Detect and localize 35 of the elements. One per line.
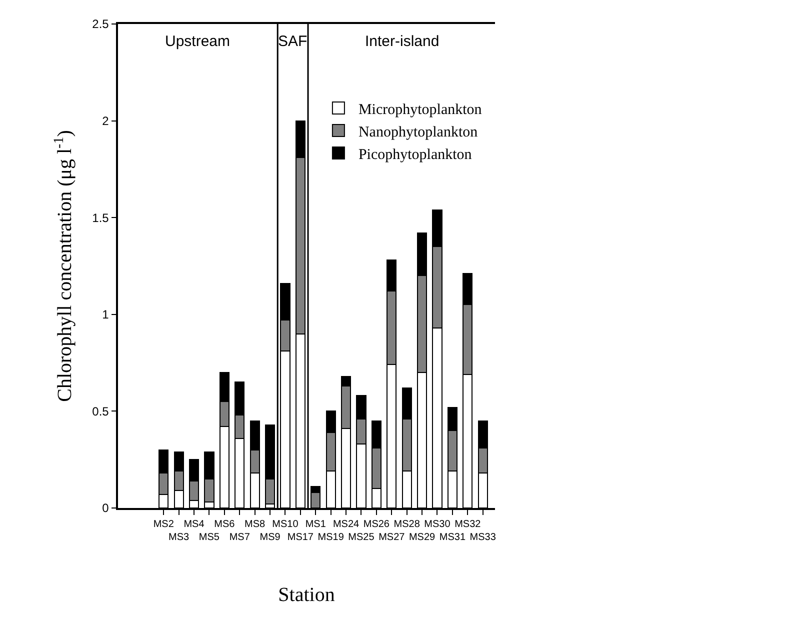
- annotation: SAF: [278, 33, 308, 50]
- y-tick-label: 0: [102, 501, 110, 516]
- x-tick-label: MS29: [408, 532, 436, 543]
- x-tick-label: MS26: [363, 518, 390, 530]
- x-tick-label: MS1: [305, 518, 326, 530]
- x-tick-label: MS25: [348, 532, 375, 543]
- x-tick-label: MS7: [229, 532, 250, 543]
- y-tick-label: 2: [102, 114, 110, 128]
- x-tick-label: MS30: [424, 518, 451, 530]
- x-tick-label: MS28: [394, 518, 420, 530]
- x-tick-label: MS27: [378, 532, 406, 543]
- x-tick-label: MS32: [454, 518, 482, 530]
- x-tick-label: MS31: [439, 532, 466, 543]
- x-tick-label: MS10: [272, 518, 299, 530]
- y-tick-label: 0.5: [92, 404, 110, 418]
- x-tick-label: MS17: [287, 532, 314, 543]
- x-tick-label: MS3: [168, 532, 190, 543]
- annotation: Upstream: [165, 33, 230, 50]
- annotation: Inter-island: [365, 33, 440, 50]
- x-tick-label: MS2: [153, 518, 174, 530]
- x-axis-title: Station: [278, 584, 335, 606]
- x-tick-label: MS24: [332, 518, 360, 530]
- y-tick-label: 2.5: [92, 17, 110, 32]
- x-tick-label: MS4: [184, 518, 205, 530]
- x-tick-label: MS5: [198, 532, 220, 543]
- legend-label: Picophytoplankton: [358, 146, 472, 163]
- x-tick-label: MS19: [318, 532, 344, 543]
- legend-label: Microphytoplankton: [358, 102, 482, 118]
- legend-label: Nanophytoplankton: [358, 124, 478, 140]
- x-tick-label: MS8: [244, 518, 266, 530]
- y-tick-label: 1.5: [92, 210, 110, 225]
- y-tick-label: 1: [102, 308, 110, 322]
- x-tick-label: MS33: [470, 532, 496, 543]
- x-tick-label: MS9: [260, 532, 281, 543]
- x-tick-label: MS6: [214, 518, 236, 530]
